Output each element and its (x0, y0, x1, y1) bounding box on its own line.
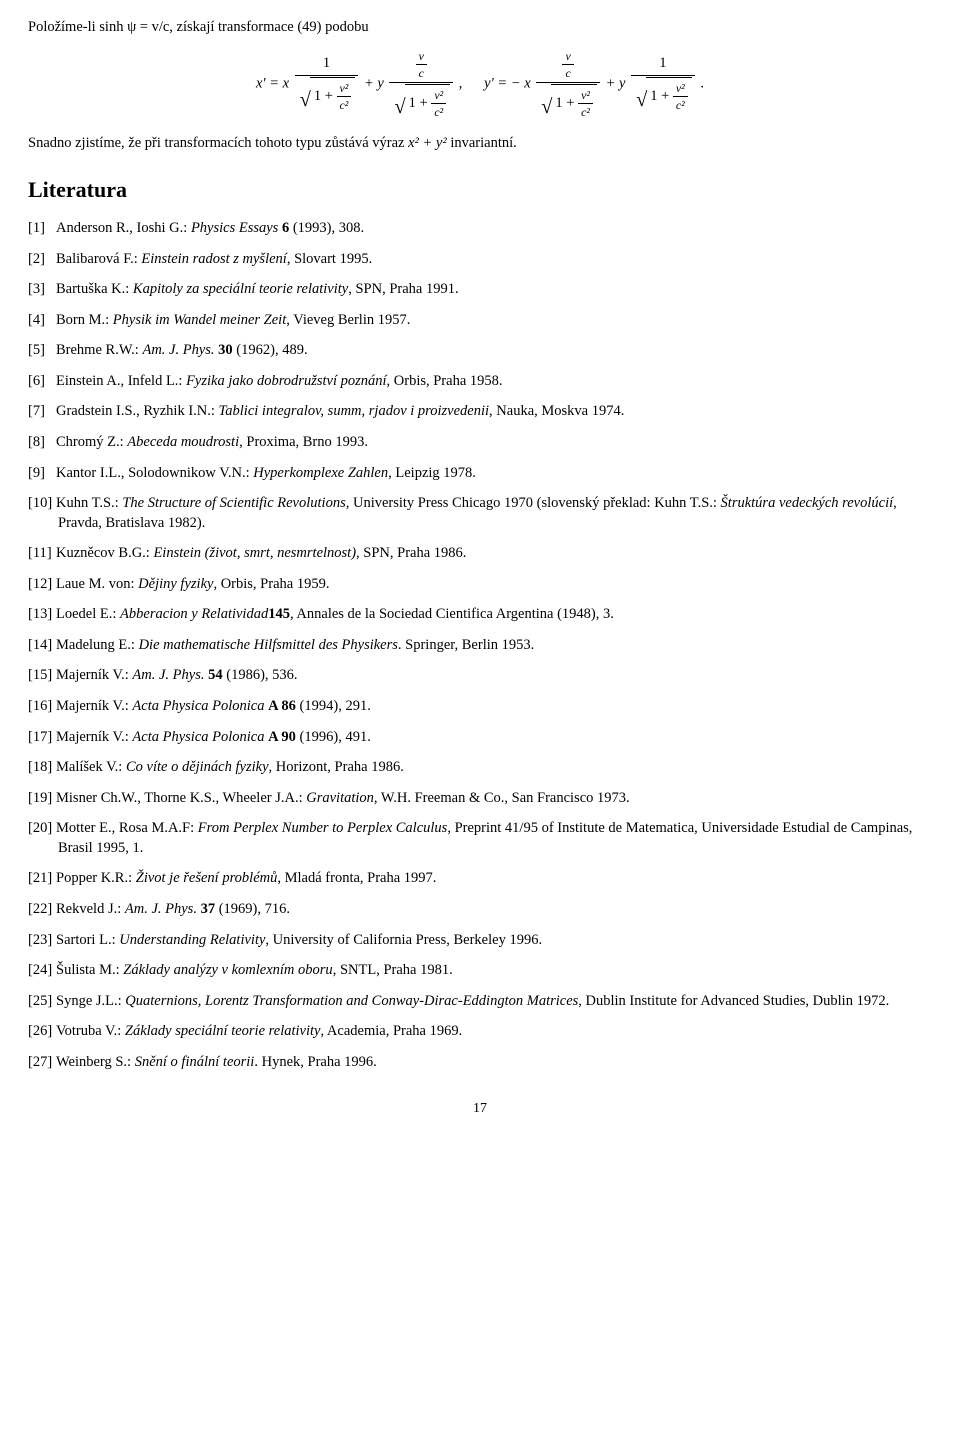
reference-item: Majerník V.: Am. J. Phys. 54 (1986), 536… (28, 666, 932, 686)
reference-item: Bartuška K.: Kapitoly za speciální teori… (28, 280, 932, 300)
reference-item: Malíšek V.: Co víte o dějinách fyziky, H… (28, 758, 932, 778)
reference-item: Rekveld J.: Am. J. Phys. 37 (1969), 716. (28, 900, 932, 920)
reference-item: Madelung E.: Die mathematische Hilfsmitt… (28, 636, 932, 656)
reference-item: Balibarová F.: Einstein radost z myšlení… (28, 250, 932, 270)
reference-item: Misner Ch.W., Thorne K.S., Wheeler J.A.:… (28, 789, 932, 809)
reference-item: Weinberg S.: Snění o finální teorii. Hyn… (28, 1053, 932, 1073)
reference-item: Majerník V.: Acta Physica Polonica A 90 … (28, 728, 932, 748)
reference-item: Kuhn T.S.: The Structure of Scientific R… (28, 494, 932, 533)
reference-item: Chromý Z.: Abeceda moudrosti, Proxima, B… (28, 433, 932, 453)
reference-item: Votruba V.: Základy speciální teorie rel… (28, 1022, 932, 1042)
reference-item: Sartori L.: Understanding Relativity, Un… (28, 931, 932, 951)
equation-block: x′ = x 1 1 + v²c² + y vc 1 + v²c² , y′ =… (28, 48, 932, 120)
eq-xprime: x′ = x (256, 75, 289, 91)
reference-item: Born M.: Physik im Wandel meiner Zeit, V… (28, 311, 932, 331)
reference-item: Popper K.R.: Život je řešení problémů, M… (28, 869, 932, 889)
reference-item: Brehme R.W.: Am. J. Phys. 30 (1962), 489… (28, 341, 932, 361)
reference-item: Kantor I.L., Solodownikow V.N.: Hyperkom… (28, 464, 932, 484)
literature-heading: Literatura (28, 175, 932, 205)
reference-item: Loedel E.: Abberacion y Relatividad145, … (28, 605, 932, 625)
reference-item: Šulista M.: Základy analýzy v komlexním … (28, 961, 932, 981)
reference-item: Einstein A., Infeld L.: Fyzika jako dobr… (28, 372, 932, 392)
page-number: 17 (28, 1100, 932, 1119)
reference-item: Motter E., Rosa M.A.F: From Perplex Numb… (28, 819, 932, 858)
eq-yprime: y′ = − x (484, 75, 531, 91)
reference-item: Majerník V.: Acta Physica Polonica A 86 … (28, 697, 932, 717)
reference-item: Kuzněcov B.G.: Einstein (život, smrt, ne… (28, 544, 932, 564)
reference-item: Gradstein I.S., Ryzhik I.N.: Tablici int… (28, 402, 932, 422)
reference-item: Laue M. von: Dějiny fyziky, Orbis, Praha… (28, 575, 932, 595)
reference-item: Anderson R., Ioshi G.: Physics Essays 6 … (28, 219, 932, 239)
reference-list: Anderson R., Ioshi G.: Physics Essays 6 … (28, 219, 932, 1072)
intro-line: Položíme-li sinh ψ = v/c, získají transf… (28, 18, 932, 38)
conclusion-line: Snadno zjistíme, že při transformacích t… (28, 134, 932, 154)
reference-item: Synge J.L.: Quaternions, Lorentz Transfo… (28, 992, 932, 1012)
